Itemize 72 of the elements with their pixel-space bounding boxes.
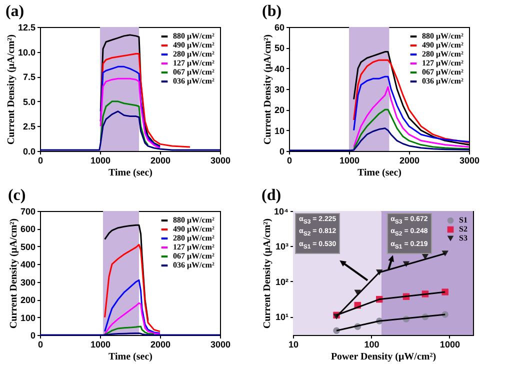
y-tick-label: 60 (274, 22, 284, 32)
legend-label: 067 μW/cm² (173, 68, 215, 76)
y-tick-label: 7.5 (22, 72, 36, 82)
legend-label: 036 μW/cm² (173, 76, 215, 86)
y-tick-label: 2.5 (22, 122, 36, 132)
y-axis-title: Current Density (μA/cm²) (8, 218, 20, 329)
chart-title: (d) (262, 187, 282, 204)
y-tick-label: 0.0 (22, 146, 36, 156)
legend-label: 127 μW/cm² (422, 58, 464, 68)
x-tick-label: 3000 (210, 156, 231, 166)
y-tick-label: 100 (20, 312, 36, 323)
legend-label: 036 μW/cm² (173, 260, 215, 270)
y-tick-label: 700 (20, 206, 36, 216)
y-tick-label: 10² (275, 276, 288, 287)
y-tick-label: 10⁴ (274, 206, 288, 216)
legend-label: 490 μW/cm² (173, 224, 215, 234)
y-axis-title: Current Density (μA/cm²) (6, 34, 17, 145)
legend-label: 127 μW/cm² (173, 242, 215, 252)
x-axis-title: Time (sec) (108, 168, 152, 178)
y-tick-label: 12.5 (18, 22, 36, 32)
y-tick-label: 10³ (275, 242, 288, 252)
legend-label: 490 μW/cm² (173, 40, 215, 50)
x-tick-label: 100 (364, 340, 380, 350)
legend-label: 280 μW/cm² (173, 234, 215, 242)
y-tick-label: 500 (20, 242, 36, 252)
legend-label: S3 (459, 234, 468, 242)
x-axis-title: Power Density (μW/cm²) (330, 352, 436, 362)
legend-label: 880 μW/cm² (173, 32, 215, 40)
chart-title: (b) (262, 3, 282, 20)
legend-label: 036 μW/cm² (422, 76, 464, 86)
y-tick-label: 5.0 (22, 96, 36, 107)
y-tick-label: 50 (274, 43, 284, 54)
y-tick-label: 400 (20, 260, 36, 270)
legend-label: 880 μW/cm² (422, 32, 464, 40)
y-axis-title: Current Density (μA/cm²) (262, 218, 274, 329)
x-tick-label: 3000 (459, 156, 480, 166)
x-tick-label: 1000 (90, 340, 111, 350)
x-tick-label: 10 (288, 340, 299, 350)
legend-label: 067 μW/cm² (173, 252, 215, 260)
legend-label: S1 (459, 216, 468, 224)
x-tick-label: 1000 (440, 340, 460, 350)
chart-title: (c) (8, 187, 26, 204)
y-axis-title: Current Density (μA/cm²) (262, 34, 274, 145)
x-tick-label: 0 (38, 156, 44, 166)
x-axis-title: Time (sec) (358, 168, 402, 178)
y-tick-label: 10¹ (275, 312, 288, 322)
legend-label: 067 μW/cm² (422, 68, 464, 76)
chart-title: (a) (5, 3, 24, 20)
legend-label: S2 (459, 224, 468, 234)
y-tick-label: 20 (274, 105, 284, 116)
x-tick-label: 0 (38, 340, 44, 350)
x-tick-label: 2000 (150, 156, 171, 166)
y-tick-label: 40 (274, 64, 284, 74)
x-tick-label: 1000 (90, 156, 111, 166)
y-tick-label: 10 (274, 126, 284, 136)
y-tick-label: 0 (279, 146, 284, 156)
y-tick-label: 300 (20, 277, 36, 288)
x-tick-label: 2000 (150, 340, 171, 350)
y-tick-label: 10.0 (18, 47, 36, 58)
legend-label: 127 μW/cm² (173, 58, 215, 68)
x-tick-label: 1000 (339, 156, 360, 166)
legend-label: 280 μW/cm² (173, 50, 215, 58)
x-tick-label: 3000 (210, 340, 231, 350)
x-tick-label: 2000 (399, 156, 420, 166)
legend-label: 490 μW/cm² (422, 40, 464, 50)
x-axis-title: Time (sec) (108, 352, 152, 362)
y-tick-label: 30 (274, 84, 284, 94)
y-tick-label: 600 (20, 224, 36, 234)
legend-label: 880 μW/cm² (173, 216, 215, 224)
y-tick-label: 200 (20, 295, 36, 306)
y-tick-label: 0 (30, 330, 36, 340)
legend-label: 280 μW/cm² (422, 50, 464, 58)
